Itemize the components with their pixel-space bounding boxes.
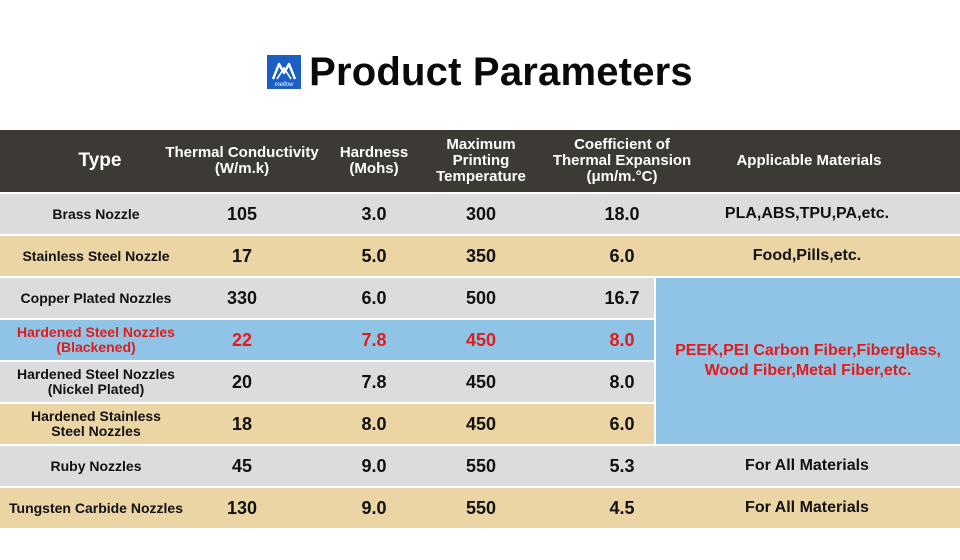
table-row: Tungsten Carbide Nozzles 130 9.0 550 4.5 For … — [0, 488, 960, 528]
cell-thermal: 18 — [231, 413, 253, 434]
cell-maxtemp: 550 — [465, 455, 497, 476]
cell-maxtemp: 450 — [465, 371, 497, 392]
header-hardness: Hardness (Mohs) — [339, 144, 409, 177]
row-separator — [0, 444, 960, 446]
row-separator — [0, 318, 960, 320]
cell-type: Hardened Stainless Steel Nozzles — [31, 408, 161, 439]
cell-cte: 8.0 — [609, 371, 635, 392]
cell-hardness: 8.0 — [361, 413, 387, 434]
cell-maxtemp: 500 — [465, 287, 497, 308]
row-separator — [0, 486, 960, 488]
cell-materials: For All Materials — [745, 499, 869, 516]
cell-hardness: 9.0 — [361, 455, 387, 476]
cell-cte: 6.0 — [609, 245, 635, 266]
cell-hardness: 7.8 — [361, 371, 387, 392]
header-thermal-expansion: Coefficient of Thermal Expansion (μm/m.°… — [552, 136, 692, 185]
cell-type: Brass Nozzle — [52, 205, 140, 222]
svg-text:mellow: mellow — [275, 82, 294, 88]
cell-cte: 6.0 — [609, 413, 635, 434]
cell-thermal: 130 — [226, 497, 258, 518]
cell-hardness: 9.0 — [361, 497, 387, 518]
row-separator — [0, 402, 960, 404]
cell-type: Hardened Steel Nozzles (Nickel Plated) — [17, 366, 175, 397]
title-bar: mellow Product Parameters — [0, 50, 960, 94]
cell-cte: 16.7 — [604, 287, 640, 308]
cell-hardness: 7.8 — [361, 329, 387, 350]
cell-hardness: 3.0 — [361, 203, 387, 224]
cell-maxtemp: 550 — [465, 497, 497, 518]
row-separator — [0, 234, 960, 236]
cell-thermal: 45 — [231, 455, 253, 476]
mellow-logo-icon: mellow — [267, 55, 302, 89]
header-type: Type — [78, 150, 122, 171]
page-title: Product Parameters — [309, 49, 693, 94]
cell-cte: 18.0 — [604, 203, 640, 224]
cell-cte: 4.5 — [609, 497, 635, 518]
cell-type: Hardened Steel Nozzles (Blackened) — [17, 324, 175, 355]
cell-maxtemp: 350 — [465, 245, 497, 266]
row-separator — [0, 360, 960, 362]
header-max-temperature: Maximum Printing Temperature — [436, 136, 526, 185]
cell-type: Tungsten Carbide Nozzles — [9, 499, 183, 516]
cell-maxtemp: 300 — [465, 203, 497, 224]
cell-type: Ruby Nozzles — [50, 457, 142, 474]
header-thermal-conductivity: Thermal Conductivity (W/m.k) — [165, 144, 319, 177]
cell-type: Copper Plated Nozzles — [20, 289, 172, 306]
cell-materials: PLA,ABS,TPU,PA,etc. — [724, 205, 890, 222]
row-separator — [0, 192, 960, 194]
cell-cte: 8.0 — [609, 329, 635, 350]
cell-thermal: 105 — [226, 203, 258, 224]
cell-maxtemp: 450 — [465, 329, 497, 350]
cell-materials: For All Materials — [745, 457, 869, 474]
cell-thermal: 22 — [231, 329, 253, 350]
table-row: Stainless Steel Nozzle 17 5.0 350 6.0 Food,Pi… — [0, 236, 960, 276]
cell-materials: Food,Pills,etc. — [752, 247, 862, 264]
cell-thermal: 17 — [231, 245, 253, 266]
cell-maxtemp: 450 — [465, 413, 497, 434]
cell-hardness: 5.0 — [361, 245, 387, 266]
cell-thermal: 20 — [231, 371, 253, 392]
header-applicable-materials: Applicable Materials — [736, 152, 882, 169]
cell-hardness: 6.0 — [361, 287, 387, 308]
cell-cte: 5.3 — [609, 455, 635, 476]
cell-thermal: 330 — [226, 287, 258, 308]
table-row: Brass Nozzle 105 3.0 300 18.0 PLA,ABS,TPU,PA,… — [0, 194, 960, 234]
merged-materials-cell: PEEK,PEI Carbon Fiber,Fiberglass, Wood F… — [654, 278, 960, 444]
cell-type: Stainless Steel Nozzle — [22, 247, 170, 264]
row-separator — [0, 276, 960, 278]
table-header: Type Thermal Conductivity (W/m.k) Hardne… — [0, 130, 960, 192]
table-row: Ruby Nozzles 45 9.0 550 5.3 For All Materials — [0, 446, 960, 486]
